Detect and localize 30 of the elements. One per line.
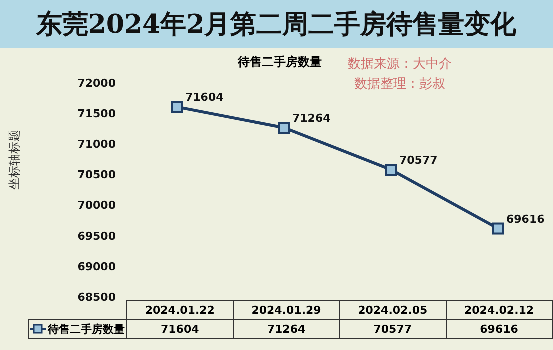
x-tick-label: 2024.01.29 bbox=[233, 300, 340, 320]
point bbox=[492, 222, 504, 235]
data-label: 70577 bbox=[340, 320, 446, 338]
annotation: 数据整理：彭叔 bbox=[354, 76, 446, 94]
legend-label: 待售二手房数量 bbox=[28, 320, 127, 338]
text: 71604 bbox=[186, 91, 224, 104]
point bbox=[278, 122, 290, 134]
y-tick-label: 68500 bbox=[78, 290, 116, 304]
data-label: 71604 bbox=[126, 320, 234, 338]
y-axis-title: 坐标轴标题 bbox=[7, 130, 22, 190]
y-tick-label: 71500 bbox=[78, 107, 116, 120]
y-tick-label: 72000 bbox=[78, 76, 116, 90]
chart-title: 东莞2024年2月第二周二手房待售量变化 bbox=[0, 0, 553, 48]
point bbox=[172, 101, 184, 114]
x-tick-label: 2024.02.12 bbox=[446, 300, 552, 320]
y-tick-label: 70000 bbox=[78, 199, 116, 212]
y-tick-label: 69500 bbox=[78, 230, 116, 243]
source-note: 数据来源：大中介 bbox=[347, 56, 453, 74]
data-label: 69616 bbox=[446, 320, 552, 338]
y-tick-label: 70500 bbox=[78, 168, 116, 182]
chart-subtitle: 待售二手房数量 bbox=[238, 55, 322, 69]
text: 70577 bbox=[400, 154, 438, 168]
y-tick-label: 69000 bbox=[78, 260, 116, 274]
point bbox=[386, 164, 398, 176]
text: 69616 bbox=[506, 212, 545, 226]
text: 71264 bbox=[292, 112, 331, 125]
data-label: 71264 bbox=[233, 320, 340, 338]
y-tick-label: 71000 bbox=[78, 138, 116, 152]
x-tick-label: 2024.01.22 bbox=[126, 300, 234, 320]
x-tick-label: 2024.02.05 bbox=[340, 300, 446, 320]
